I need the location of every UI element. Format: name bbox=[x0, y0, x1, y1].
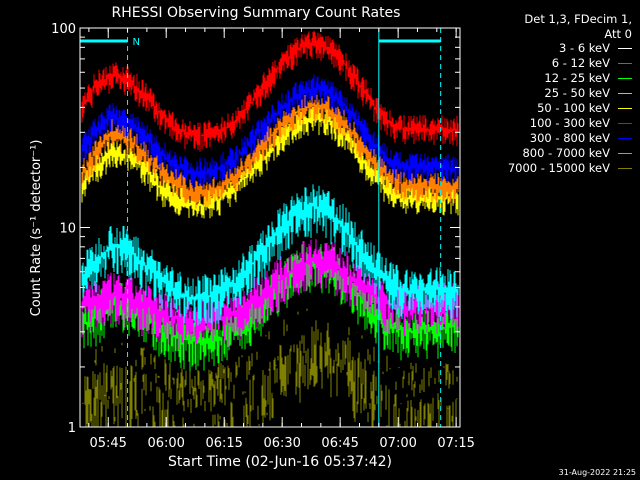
legend-swatch bbox=[618, 77, 632, 79]
legend-swatch bbox=[618, 92, 632, 94]
y-axis-label: Count Rate (s⁻¹ detector⁻¹) bbox=[29, 140, 44, 317]
footer-timestamp: 31-Aug-2022 21:25 bbox=[558, 468, 636, 477]
chart-title: RHESSI Observing Summary Count Rates bbox=[112, 5, 401, 21]
legend-swatch bbox=[618, 167, 632, 169]
legend-entry: 12 - 25 keV bbox=[544, 71, 632, 85]
legend-swatch bbox=[618, 137, 632, 139]
series-line bbox=[81, 74, 459, 189]
legend-entry: 6 - 12 keV bbox=[552, 56, 632, 70]
saa-label: N bbox=[133, 37, 140, 48]
series-line bbox=[81, 30, 459, 152]
legend-swatch bbox=[618, 107, 632, 109]
x-tick-label: 06:30 bbox=[263, 436, 300, 451]
series-line bbox=[81, 184, 459, 327]
legend-entry: 800 - 7000 keV bbox=[522, 146, 632, 160]
legend-header: Det 1,3, FDecim 1, Att 0 bbox=[524, 12, 632, 42]
x-tick-label: 05:45 bbox=[89, 436, 126, 451]
legend-label: 800 - 7000 keV bbox=[522, 146, 610, 160]
legend-label: 300 - 800 keV bbox=[529, 131, 610, 145]
legend-swatch bbox=[618, 62, 632, 64]
series-line bbox=[81, 284, 459, 427]
y-tick-label: 10 bbox=[59, 222, 76, 237]
legend-label: 3 - 6 keV bbox=[559, 41, 610, 55]
x-axis-label: Start Time (02-Jun-16 05:37:42) bbox=[168, 454, 392, 470]
legend-label: 100 - 300 keV bbox=[529, 116, 610, 130]
x-tick-label: 06:15 bbox=[205, 436, 242, 451]
legend-label: 6 - 12 keV bbox=[551, 56, 610, 70]
legend-label: 50 - 100 keV bbox=[537, 101, 610, 115]
plot-area: N bbox=[80, 28, 459, 427]
legend-entry: 50 - 100 keV bbox=[537, 101, 632, 115]
legend-swatch bbox=[618, 122, 632, 124]
legend-entry: 7000 - 15000 keV bbox=[508, 161, 632, 175]
legend-entry: 3 - 6 keV bbox=[559, 41, 632, 55]
legend-label: 12 - 25 keV bbox=[544, 71, 610, 85]
y-tick-label: 100 bbox=[51, 22, 76, 37]
x-tick-label: 06:45 bbox=[321, 436, 358, 451]
legend-header-line: Att 0 bbox=[604, 27, 632, 41]
legend-entry: 100 - 300 keV bbox=[530, 116, 632, 130]
x-tick-label: 07:00 bbox=[379, 436, 416, 451]
legend-entry: 25 - 50 keV bbox=[544, 86, 632, 100]
legend-header-line: Det 1,3, FDecim 1, bbox=[524, 12, 632, 26]
axes: 1 10 100 05:45 06:00 06:15 06:30 06:45 07:00 07:1… bbox=[51, 22, 475, 451]
legend-label: 7000 - 15000 keV bbox=[507, 161, 610, 175]
legend-label: 25 - 50 keV bbox=[544, 86, 610, 100]
series-line bbox=[81, 93, 459, 209]
legend-swatch bbox=[618, 47, 632, 49]
x-tick-label: 06:00 bbox=[147, 436, 184, 451]
y-tick-label: 1 bbox=[68, 421, 76, 436]
legend-entry: 300 - 800 keV bbox=[530, 131, 632, 145]
legend-swatch bbox=[618, 152, 632, 154]
x-tick-label: 07:15 bbox=[437, 436, 474, 451]
